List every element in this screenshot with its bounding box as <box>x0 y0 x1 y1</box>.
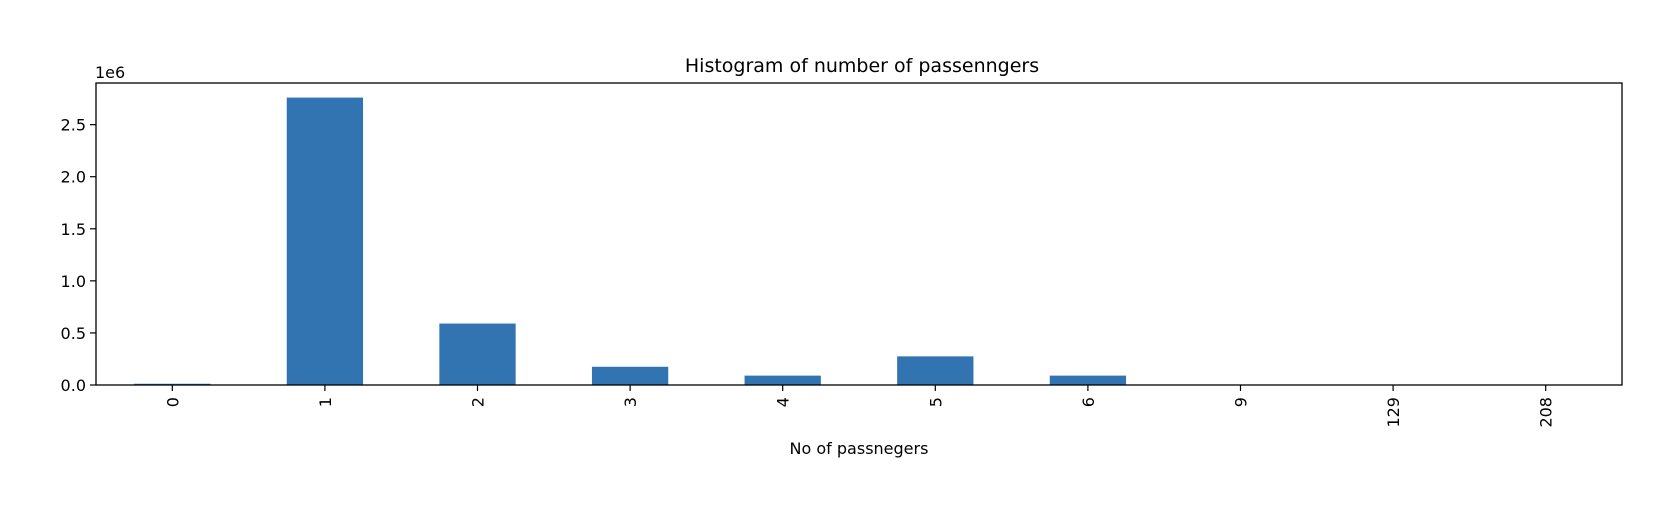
y-tick-label: 2.0 <box>61 168 86 187</box>
x-tick-label: 208 <box>1537 397 1556 428</box>
x-tick-label: 3 <box>621 397 640 407</box>
x-tick-label: 1 <box>316 397 335 407</box>
y-tick-label: 1.5 <box>61 220 86 239</box>
y-tick-label: 2.5 <box>61 116 86 135</box>
x-tick-label: 129 <box>1384 397 1403 428</box>
bar-4 <box>744 375 821 385</box>
x-axis-label: No of passnegers <box>790 439 929 458</box>
y-tick-label: 1.0 <box>61 272 86 291</box>
x-tick-label: 2 <box>469 397 488 407</box>
bar-2 <box>439 323 516 385</box>
x-tick-label: 6 <box>1079 397 1098 407</box>
y-tick-label: 0.5 <box>61 324 86 343</box>
x-tick-label: 9 <box>1232 397 1251 407</box>
plot-frame <box>95 82 1623 386</box>
bars-group <box>134 97 1584 385</box>
x-tick-label: 4 <box>774 397 793 407</box>
x-axis: 0 1 2 3 4 5 6 9 129 208 <box>163 385 1556 428</box>
y-tick-label: 0.0 <box>61 376 86 395</box>
bar-3 <box>591 366 669 385</box>
bar-1 <box>286 97 364 385</box>
bar-5 <box>897 356 974 385</box>
bar-6 <box>1049 375 1127 385</box>
x-tick-label: 0 <box>163 397 182 407</box>
y-offset-label: 1e6 <box>95 63 125 82</box>
chart-title: Histogram of number of passenngers <box>685 55 1039 77</box>
x-tick-label: 5 <box>926 397 945 407</box>
y-axis: 0.0 0.5 1.0 1.5 2.0 2.5 <box>61 116 96 395</box>
